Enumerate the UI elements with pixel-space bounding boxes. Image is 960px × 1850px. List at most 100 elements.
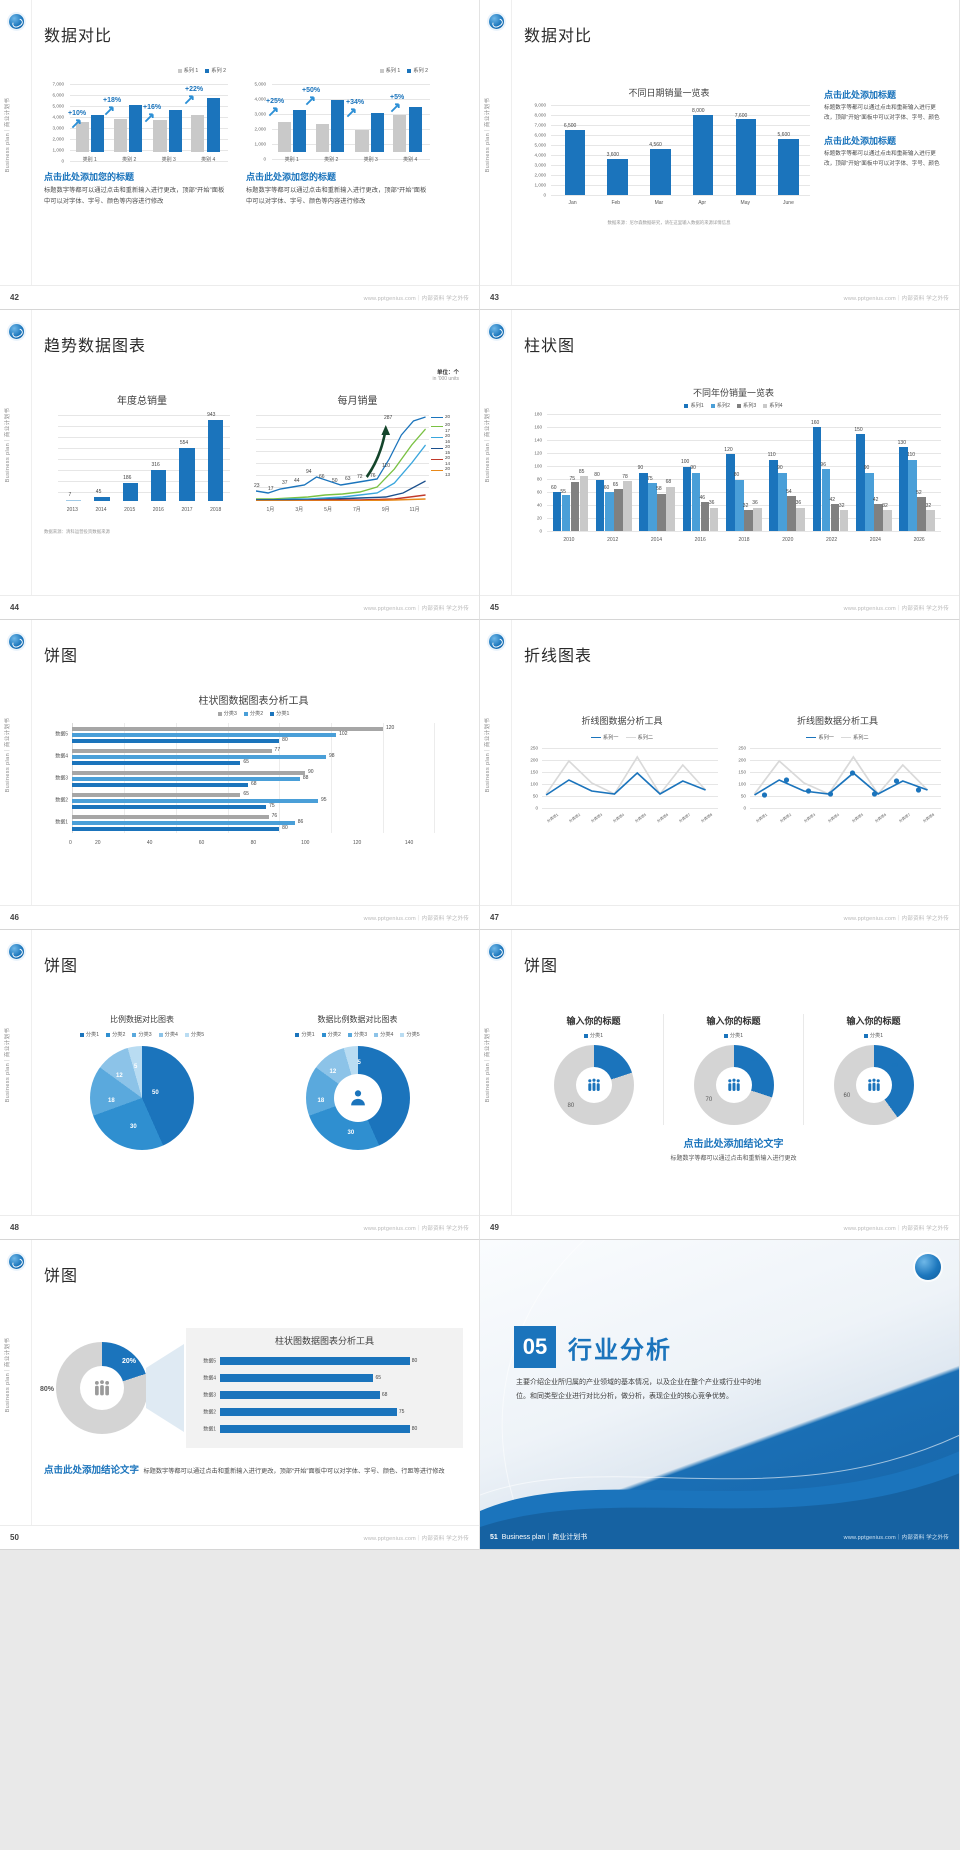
donut-chart[interactable]: 50 30 18 12 5 [305, 1046, 410, 1150]
y-axis-left: 7,000 6,000 5,000 4,000 3,000 2,000 1,00… [52, 81, 65, 164]
page-bar: 48 www.pptgenius.com｜内部资料 学之外传 [0, 1215, 479, 1239]
point-label: 37 [282, 480, 288, 486]
legend: 分类1 [524, 1032, 663, 1039]
donut-chart[interactable]: 20% 80% [40, 1342, 148, 1434]
donut-center [575, 1067, 612, 1103]
page-title: 趋势数据图表 [44, 338, 147, 355]
s48-pie-2: 数据比例数据对比图表 分类1 分类2 分类3 分类4 分类5 [252, 1014, 463, 1150]
legend-item: 分类4 [374, 1031, 393, 1038]
slide-51[interactable]: 05 行业分析 主要介绍企业所归属的产业领域的基本情况，以及企业在整个产业或行业… [480, 1240, 960, 1550]
page-number: 45 [490, 603, 499, 612]
slide-46[interactable]: Business plan｜商业计划书 饼图 柱状图数据图表分析工具 分类3 分… [0, 620, 480, 930]
slide-body: 20% 80% 柱状图数据图表分析工具 数据5 数据4 数据3 数据2 [40, 1298, 463, 1519]
person-icon [350, 1090, 365, 1106]
y-axis: 250 200 150 100 50 0 [530, 745, 538, 811]
point-label: 72 [357, 474, 363, 480]
slide-43[interactable]: Business plan｜商业计划书 数据对比 不同日期销量一览表 9,000… [480, 0, 960, 310]
donut-row: 输入你的标题 分类1 20 80 [524, 1014, 943, 1125]
donut-center [855, 1067, 892, 1103]
donut-chart[interactable]: 30 70 [693, 1045, 774, 1125]
legend-item: 分类1 [295, 1031, 315, 1038]
bar-value: 554 [179, 439, 189, 446]
donut-title: 输入你的标题 [566, 1016, 621, 1026]
legend-item: 分类2 [243, 710, 263, 717]
s47-chart-2: 折线图数据分析工具 系列一 系列二 250 200 150 100 50 0 [732, 714, 943, 824]
page-bar: 51 Business plan｜商业计划书 www.pptgenius.com… [480, 1525, 959, 1549]
point-label: 66 [319, 474, 325, 480]
footer-url: www.pptgenius.com｜内部资料 学之外传 [363, 1535, 469, 1542]
unit-sub: in '000 units [432, 376, 459, 382]
slice-label: 5 [357, 1060, 361, 1066]
rail-label: Business plan｜商业计划书 [5, 1027, 11, 1103]
y-axis: 180 160 140 120 100 80 60 40 20 0 [534, 411, 542, 534]
legend-right: 系列 1 系列 2 [246, 67, 428, 74]
rail-label: Business plan｜商业计划书 [5, 407, 11, 483]
slide-44[interactable]: Business plan｜商业计划书 趋势数据图表 单位：个 in '000 … [0, 310, 480, 620]
page-bar: 43 www.pptgenius.com｜内部资料 学之外传 [480, 285, 959, 309]
donut-title: 输入你的标题 [846, 1016, 901, 1026]
page-title: 饼图 [44, 1268, 79, 1285]
gridlines [58, 415, 230, 501]
slide-48[interactable]: Business plan｜商业计划书 饼图 比例数据对比图表 分类1 分类2 … [0, 930, 480, 1240]
rail-label: Business plan｜商业计划书 [5, 97, 11, 173]
brand-logo-icon [9, 324, 24, 339]
donut-block-2: 输入你的标题 分类1 30 70 [664, 1014, 804, 1125]
rail-label: Business plan｜商业计划书 [485, 97, 491, 173]
slide-50[interactable]: Business plan｜商业计划书 饼图 20% 80% [0, 1240, 480, 1550]
pie-chart[interactable]: 50 30 18 12 5 [90, 1046, 194, 1150]
growth-arrow-icon [390, 103, 400, 113]
s44-left-chart-wrap: 年度总销量 7 [44, 392, 240, 535]
brand-logo-icon [9, 944, 24, 959]
slice-label: 5 [134, 1064, 138, 1070]
point-label: 17 [268, 486, 274, 492]
line-series [545, 755, 707, 796]
wave-decoration [480, 1434, 959, 1549]
legend-item: 分类3 [132, 1031, 152, 1038]
slice-label: 12 [329, 1069, 337, 1075]
right-paragraph: 标题数字等都可以通过点击和重新输入进行更改，顶部“开始”面板中可以对字体、字号、… [246, 187, 427, 205]
peak-label: 287 [384, 415, 393, 421]
slide-49[interactable]: Business plan｜商业计划书 饼图 输入你的标题 分类1 [480, 930, 960, 1240]
donut-value: 30 [751, 1057, 759, 1063]
s50-chart-panel: 柱状图数据图表分析工具 数据5 数据4 数据3 数据2 数据1 80 65 [186, 1328, 463, 1448]
conclusion-block: 点击此处添加结论文字 标题数字等都可以通过点击和重新输入进行更改，顶部“开始”面… [44, 1460, 463, 1478]
slice-label: 12 [116, 1073, 123, 1079]
gridlines [272, 84, 430, 160]
footer-url: www.pptgenius.com｜内部资料 学之外传 [843, 295, 949, 302]
slide-body: 输入你的标题 分类1 20 80 [524, 988, 943, 1209]
s43-chart-wrap: 不同日期销量一览表 9,000 8,000 7,000 6,000 5,000 … [524, 86, 814, 226]
donut-chart[interactable]: 40 60 [833, 1045, 914, 1125]
brand-logo-icon [9, 634, 24, 649]
slide-45[interactable]: Business plan｜商业计划书 柱状图 不同年份销量一览表 系列1 系列… [480, 310, 960, 620]
legend-item: 系列3 [737, 402, 756, 409]
slice-label: 18 [108, 1098, 115, 1104]
growth-label: +18% [103, 97, 122, 104]
people-icon [587, 1078, 600, 1091]
brand-logo-icon [489, 944, 504, 959]
people-icon [727, 1078, 740, 1091]
s47-chart-1: 折线图数据分析工具 系列一 系列二 250 200 150 100 50 0 [524, 714, 720, 824]
funnel-connector [146, 1344, 184, 1432]
y-axis-categories: 数据5 数据4 数据3 数据2 数据1 [203, 1358, 216, 1433]
block-heading: 点击此处添加标题 [824, 135, 897, 146]
slide-rail: Business plan｜商业计划书 [0, 930, 32, 1215]
legend: 系列1 系列2 系列3 系列4 [524, 402, 943, 409]
donut-chart[interactable]: 20 80 [553, 1045, 634, 1125]
growth-label: +34% [346, 99, 365, 106]
legend-item: 系列 2 [205, 67, 226, 74]
left-heading: 点击此处添加您的标题 [44, 172, 135, 182]
brand-logo-icon [915, 1254, 941, 1280]
footer-url: www.pptgenius.com｜内部资料 学之外传 [843, 1225, 949, 1232]
slice-label: 18 [317, 1098, 325, 1104]
page-title: 折线图表 [524, 648, 593, 665]
slice-label: 50 [369, 1090, 377, 1096]
slide-47[interactable]: Business plan｜商业计划书 折线图表 折线图数据分析工具 系列一 系… [480, 620, 960, 930]
bar-value: 4,560 [649, 142, 662, 149]
bar-value: 7,600 [734, 112, 748, 119]
legend-item: 系列 1 [379, 67, 400, 74]
chart-title: 折线图数据分析工具 [581, 716, 663, 726]
page-title: 饼图 [44, 648, 79, 665]
trend-lines [256, 416, 426, 501]
slide-42[interactable]: Business plan｜商业计划书 数据对比 系列 1 系列 2 7,000… [0, 0, 480, 310]
slide-body: 不同年份销量一览表 系列1 系列2 系列3 系列4 180 160 140 12… [524, 368, 943, 589]
